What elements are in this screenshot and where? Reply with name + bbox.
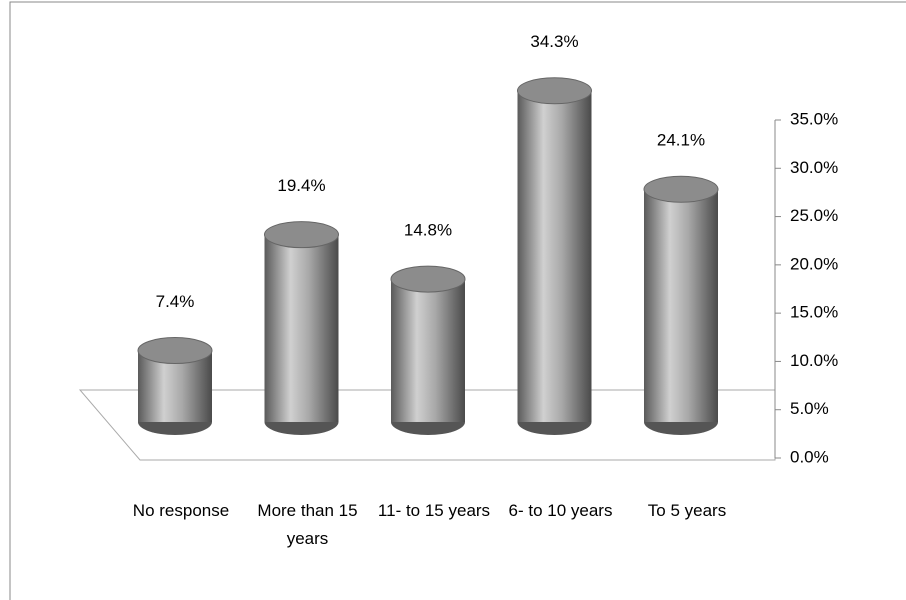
- data-label: 14.8%: [404, 221, 452, 240]
- bar-top: [137, 337, 213, 365]
- data-label: 34.3%: [530, 32, 578, 51]
- bar-top: [264, 221, 339, 249]
- data-label: 7.4%: [156, 292, 195, 311]
- bar-top: [390, 265, 466, 293]
- data-label: 24.1%: [657, 131, 705, 150]
- x-tick-label: To 5 years: [647, 501, 727, 520]
- x-tick-label: More than 15 years: [257, 501, 358, 548]
- y-tick-label: 35.0%: [790, 109, 838, 128]
- bar: [391, 279, 465, 422]
- bar-top: [517, 77, 592, 105]
- bar: [644, 189, 718, 422]
- y-tick-label: 0.0%: [790, 447, 829, 466]
- x-tick-label: 11- to 15 years: [377, 501, 491, 520]
- y-tick-label: 10.0%: [790, 351, 838, 370]
- y-tick-label: 25.0%: [790, 206, 838, 225]
- data-label: 19.4%: [277, 176, 325, 195]
- x-tick-label: No response: [132, 501, 230, 520]
- y-tick-label: 20.0%: [790, 254, 838, 273]
- chart-border: [9, 1, 906, 600]
- y-tick-label: 5.0%: [790, 399, 829, 418]
- x-tick-label: 6- to 10 years: [508, 501, 613, 520]
- bar: [517, 90, 592, 422]
- y-tick-label: 15.0%: [790, 303, 838, 322]
- y-tick-label: 30.0%: [790, 158, 838, 177]
- bar-top: [643, 175, 719, 203]
- bar: [264, 234, 339, 422]
